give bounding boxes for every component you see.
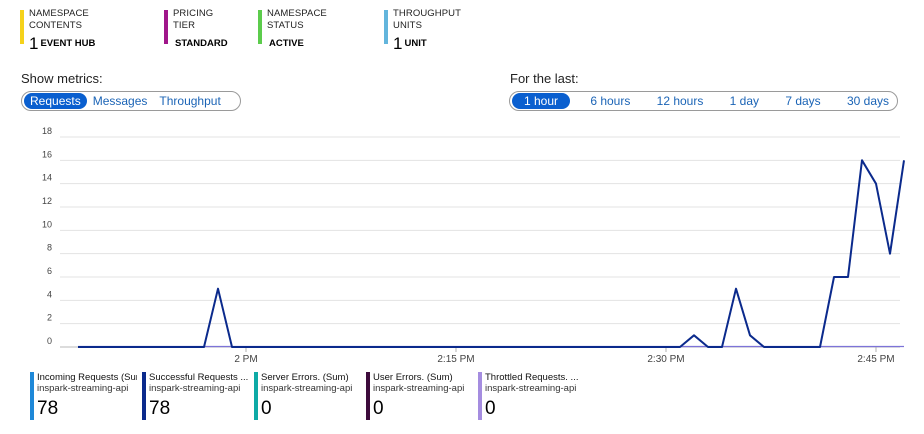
timerange-selector: 1 hour 6 hours 12 hours 1 day 7 days 30 … (509, 91, 898, 111)
y-tick-label: 16 (42, 149, 52, 159)
requests-line-chart: 0 2 4 6 8 10 12 14 16 18 2 PM 2:15 PM 2:30 PM 2:45 PM (42, 126, 905, 365)
timerange-option-6-hours[interactable]: 6 hours (590, 94, 631, 108)
for-the-last-label: For the last: (510, 71, 579, 86)
requests-series-line (78, 159, 905, 348)
legend-item-server-errors[interactable]: Server Errors. (Sum) inspark-streaming-a… (254, 372, 361, 420)
timerange-option-12-hours[interactable]: 12 hours (656, 94, 704, 108)
tile-color-bar (384, 10, 388, 44)
y-tick-label: 2 (47, 313, 52, 323)
metric-option-requests[interactable]: Requests (24, 93, 87, 109)
legend-color-bar (254, 372, 258, 420)
legend-color-bar (478, 372, 482, 420)
tile-unit: STANDARD (175, 38, 228, 49)
timerange-option-30-days[interactable]: 30 days (846, 94, 889, 108)
tile-label: PRICING TIER (173, 8, 214, 31)
legend-resource: inspark-streaming-api (485, 383, 577, 394)
x-tick-label: 2:15 PM (437, 354, 474, 365)
legend-value: 0 (485, 398, 496, 419)
legend-resource: inspark-streaming-api (149, 383, 241, 394)
tile-unit: EVENT HUB (40, 38, 96, 49)
tile-namespace-status[interactable]: NAMESPACE STATUS ACTIVE (258, 8, 327, 49)
y-tick-label: 6 (47, 266, 52, 276)
tile-value: 1 (393, 34, 403, 53)
legend-label: User Errors. (Sum) (373, 372, 453, 383)
metrics-selector: Requests Messages Throughput (21, 91, 241, 111)
legend-resource: inspark-streaming-api (37, 383, 129, 394)
tile-label: NAMESPACE CONTENTS (29, 8, 89, 31)
legend-item-successful-requests[interactable]: Successful Requests ... inspark-streamin… (142, 372, 249, 420)
tile-unit: ACTIVE (269, 38, 304, 49)
metric-option-throughput[interactable]: Throughput (159, 94, 221, 108)
legend-value: 78 (149, 398, 171, 419)
x-tick-label: 2 PM (234, 354, 257, 365)
legend-color-bar (142, 372, 146, 420)
tile-throughput-units[interactable]: THROUGHPUT UNITS 1 UNIT (384, 8, 461, 53)
legend-item-user-errors[interactable]: User Errors. (Sum) inspark-streaming-api… (366, 372, 473, 420)
legend-value: 0 (373, 398, 384, 419)
y-tick-label: 10 (42, 219, 52, 229)
y-tick-label: 0 (47, 336, 52, 346)
tile-pricing-tier[interactable]: PRICING TIER STANDARD (164, 8, 228, 49)
legend-label: Throttled Requests. ... (485, 372, 579, 383)
tile-color-bar (20, 10, 24, 44)
legend-label: Incoming Requests (Sum) (37, 372, 137, 383)
timerange-option-1-day[interactable]: 1 day (729, 94, 760, 108)
metric-option-messages[interactable]: Messages (92, 94, 148, 108)
legend-item-incoming-requests[interactable]: Incoming Requests (Sum) inspark-streamin… (30, 372, 137, 420)
tile-color-bar (164, 10, 168, 44)
legend-item-throttled-requests[interactable]: Throttled Requests. ... inspark-streamin… (478, 372, 585, 420)
legend-color-bar (366, 372, 370, 420)
tile-unit: UNIT (404, 38, 427, 49)
legend-value: 78 (37, 398, 59, 419)
tile-value: 1 (29, 34, 39, 53)
legend-resource: inspark-streaming-api (373, 383, 465, 394)
tile-color-bar (258, 10, 262, 44)
timerange-option-7-days[interactable]: 7 days (785, 94, 821, 108)
y-tick-label: 4 (47, 289, 52, 299)
legend-label: Server Errors. (Sum) (261, 372, 349, 383)
show-metrics-label: Show metrics: (21, 71, 103, 86)
tile-label: THROUGHPUT UNITS (393, 8, 461, 31)
x-tick-label: 2:30 PM (647, 354, 684, 365)
legend-value: 0 (261, 398, 272, 419)
y-tick-label: 18 (42, 126, 52, 136)
legend-resource: inspark-streaming-api (261, 383, 353, 394)
y-tick-label: 12 (42, 196, 52, 206)
y-tick-label: 14 (42, 173, 52, 183)
legend-color-bar (30, 372, 34, 420)
y-tick-label: 8 (47, 243, 52, 253)
timerange-option-1-hour[interactable]: 1 hour (512, 93, 571, 109)
tile-label: NAMESPACE STATUS (267, 8, 327, 31)
tile-namespace-contents[interactable]: NAMESPACE CONTENTS 1 EVENT HUB (20, 8, 95, 53)
x-tick-label: 2:45 PM (857, 354, 894, 365)
legend-label: Successful Requests ... (149, 372, 249, 383)
